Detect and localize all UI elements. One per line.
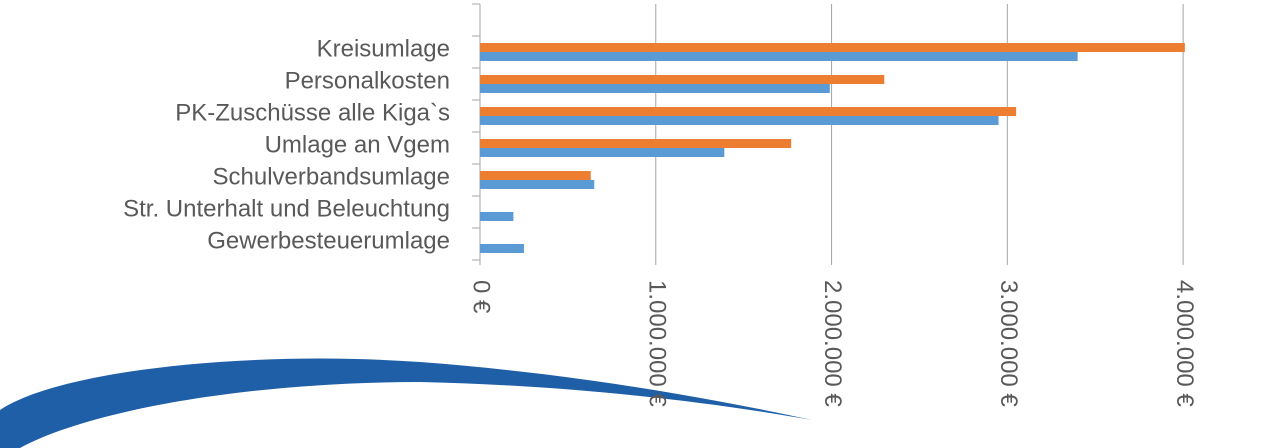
bar bbox=[480, 139, 792, 148]
x-tick-label: 4.000.000 € bbox=[1171, 280, 1198, 407]
bar bbox=[480, 212, 514, 221]
y-tick-label: Kreisumlage bbox=[317, 35, 450, 62]
bar bbox=[480, 84, 830, 93]
x-tick-label: 2.000.000 € bbox=[819, 280, 846, 407]
bar bbox=[480, 116, 999, 125]
bar bbox=[480, 52, 1078, 61]
y-tick-label: PK-Zuschüsse alle Kiga`s bbox=[175, 99, 450, 126]
y-tick-label: Personalkosten bbox=[285, 67, 450, 94]
plot-area: 0 € 1.000.000 € 2.000.000 € 3.000.000 € 4.00… bbox=[123, 3, 1198, 407]
x-tick-label: 0 € bbox=[468, 280, 495, 314]
bar bbox=[480, 107, 1017, 116]
bar bbox=[480, 180, 595, 189]
y-tick-label: Str. Unterhalt und Beleuchtung bbox=[123, 195, 450, 222]
bar bbox=[480, 171, 591, 180]
y-tick-label: Schulverbandsumlage bbox=[213, 163, 450, 190]
x-tick-label: 3.000.000 € bbox=[995, 280, 1022, 407]
y-tick-label: Gewerbesteuerumlage bbox=[207, 227, 450, 254]
y-tick-label: Umlage an Vgem bbox=[265, 131, 450, 158]
bar bbox=[480, 148, 725, 157]
bar bbox=[480, 75, 885, 84]
decorative-swoosh bbox=[0, 358, 812, 448]
x-tick-label: 1.000.000 € bbox=[643, 280, 670, 407]
bar bbox=[480, 43, 1185, 52]
bar bbox=[480, 244, 524, 253]
